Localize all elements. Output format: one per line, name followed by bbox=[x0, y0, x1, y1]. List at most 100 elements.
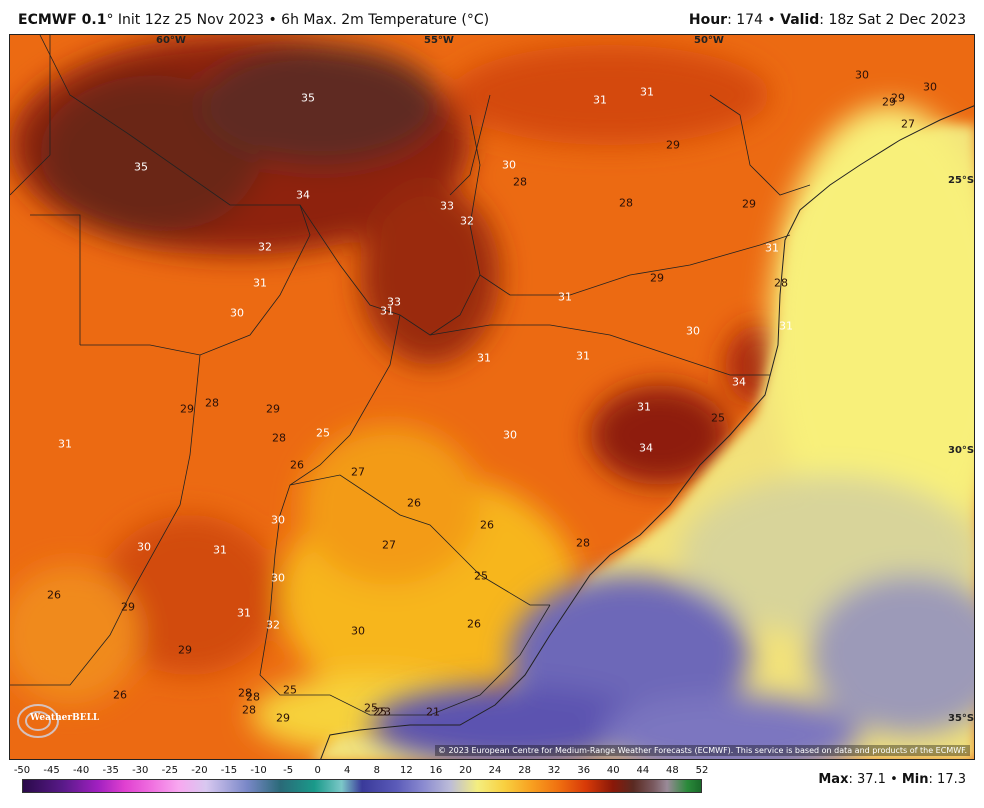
temp-label: 31 bbox=[380, 304, 394, 318]
colorbar-tick-label: -15 bbox=[220, 765, 238, 776]
temp-label: 31 bbox=[765, 241, 779, 255]
colorbar-tick-label: 12 bbox=[399, 765, 413, 776]
weatherbell-logo: WeatherBELL bbox=[14, 701, 100, 739]
temp-label: 28 bbox=[272, 431, 286, 445]
logo-text: WeatherBELL bbox=[30, 713, 100, 723]
temp-label: 35 bbox=[134, 160, 148, 174]
max-value: : 37.1 • bbox=[848, 772, 902, 787]
temp-label: 32 bbox=[460, 214, 474, 228]
temp-label: 30 bbox=[271, 513, 285, 527]
temp-label: 30 bbox=[230, 306, 244, 320]
temp-label: 25 bbox=[373, 705, 387, 719]
temperature-map[interactable]: 60°W 55°W 50°W 25°S 30°S 35°S 35 35 34 3… bbox=[9, 34, 975, 760]
temp-label: 31 bbox=[637, 400, 651, 414]
temp-label: 30 bbox=[503, 428, 517, 442]
colorbar-tick-label: -40 bbox=[72, 765, 90, 776]
degree-symbol: ° bbox=[106, 12, 114, 28]
temp-label: 27 bbox=[901, 117, 915, 131]
valid-value: : 18z Sat 2 Dec 2023 bbox=[819, 12, 966, 28]
lat-label-35s: 35°S bbox=[948, 713, 975, 724]
temp-label: 29 bbox=[121, 600, 135, 614]
colorbar-tick-label: -50 bbox=[13, 765, 31, 776]
temp-label: 30 bbox=[351, 624, 365, 638]
temp-label: 26 bbox=[467, 617, 481, 631]
lat-label-25s: 25°S bbox=[948, 175, 975, 186]
temp-label: 32 bbox=[258, 240, 272, 254]
colorbar: -50 -45 -40 -35 -30 -25 -20 -15 -10 -5 0 4 8 12 16 20 24… bbox=[14, 765, 709, 805]
temp-label: 25 bbox=[474, 569, 488, 583]
colorbar-tick-label: 28 bbox=[518, 765, 531, 776]
max-label: Max bbox=[818, 772, 849, 787]
valid-label: Valid bbox=[780, 12, 820, 28]
temp-label: 26 bbox=[47, 588, 61, 602]
colorbar-tick-label: 20 bbox=[459, 765, 472, 776]
temp-label: 30 bbox=[502, 158, 516, 172]
title: ECMWF 0.1° Init 12z 25 Nov 2023 • 6h Max… bbox=[18, 12, 489, 28]
colorbar-tick-label: 0 bbox=[314, 765, 321, 776]
temp-label: 31 bbox=[213, 543, 227, 557]
colorbar-tick-label: -5 bbox=[283, 765, 294, 776]
temp-label: 33 bbox=[440, 199, 454, 213]
temp-label: 31 bbox=[779, 319, 793, 333]
temp-label: 34 bbox=[296, 188, 310, 202]
temp-label: 28 bbox=[619, 196, 633, 210]
init-text: Init 12z 25 Nov 2023 • 6h Max. 2m Temper… bbox=[113, 12, 490, 28]
temp-label: 25 bbox=[283, 683, 297, 697]
colorbar-tick-label: 16 bbox=[429, 765, 443, 776]
colorbar-ticks: -50 -45 -40 -35 -30 -25 -20 -15 -10 -5 0 4 8 12 16 20 24… bbox=[14, 765, 709, 779]
temp-label: 31 bbox=[253, 276, 267, 290]
valid-info: Hour: 174 • Valid: 18z Sat 2 Dec 2023 bbox=[689, 12, 966, 28]
temp-label: 31 bbox=[237, 606, 251, 620]
temp-label: 30 bbox=[137, 540, 151, 554]
temp-label: 28 bbox=[513, 175, 527, 189]
temp-label: 31 bbox=[593, 93, 607, 107]
temp-label: 23 bbox=[377, 705, 391, 719]
temp-label: 27 bbox=[351, 465, 365, 479]
temp-label: 21 bbox=[426, 705, 440, 719]
temp-label: 29 bbox=[666, 138, 680, 152]
lat-label-30s: 30°S bbox=[948, 445, 975, 456]
temp-label: 28 bbox=[774, 276, 788, 290]
colorbar-tick-label: 48 bbox=[666, 765, 679, 776]
temp-label: 30 bbox=[686, 324, 700, 338]
lon-label-50w: 50°W bbox=[694, 35, 724, 46]
temp-label: 32 bbox=[266, 618, 280, 632]
temp-label: 30 bbox=[855, 68, 869, 82]
temp-label: 29 bbox=[180, 402, 194, 416]
temp-label: 31 bbox=[558, 290, 572, 304]
colorbar-tick-label: -30 bbox=[132, 765, 149, 776]
colorbar-tick-label: 8 bbox=[373, 765, 380, 776]
temp-label: 34 bbox=[732, 375, 746, 389]
colorbar-tick-label: -10 bbox=[250, 765, 267, 776]
temp-label: 29 bbox=[882, 95, 896, 109]
temp-label: 30 bbox=[271, 571, 285, 585]
colorbar-tick-label: 52 bbox=[695, 765, 709, 776]
temp-label: 29 bbox=[178, 643, 192, 657]
temp-label: 28 bbox=[246, 690, 260, 704]
temp-label: 28 bbox=[238, 686, 252, 700]
temp-label: 31 bbox=[576, 349, 590, 363]
min-value: : 17.3 bbox=[928, 772, 966, 787]
temp-label: 31 bbox=[58, 437, 72, 451]
temp-label: 34 bbox=[639, 441, 653, 455]
temp-label: 31 bbox=[477, 351, 491, 365]
temp-label: 35 bbox=[301, 91, 315, 105]
temp-label: 25 bbox=[711, 411, 725, 425]
temp-label: 31 bbox=[640, 85, 654, 99]
lon-label-55w: 55°W bbox=[424, 35, 454, 46]
temp-label: 26 bbox=[113, 688, 127, 702]
temp-label: 29 bbox=[276, 711, 290, 725]
colorbar-tick-label: 44 bbox=[636, 765, 650, 776]
colorbar-tick-label: 32 bbox=[547, 765, 561, 776]
logo-swirl-icon bbox=[17, 704, 59, 738]
colorbar-tick-label: 4 bbox=[344, 765, 351, 776]
hour-label: Hour bbox=[688, 12, 728, 28]
temp-label: 29 bbox=[650, 271, 664, 285]
colorbar-tick-label: 36 bbox=[577, 765, 591, 776]
colorbar-gradient bbox=[22, 779, 702, 793]
temp-label: 29 bbox=[742, 197, 756, 211]
colorbar-tick-label: -45 bbox=[43, 765, 60, 776]
temp-label: 25 bbox=[316, 426, 330, 440]
colorbar-tick-label: -25 bbox=[161, 765, 178, 776]
temp-label: 25 bbox=[364, 701, 378, 715]
